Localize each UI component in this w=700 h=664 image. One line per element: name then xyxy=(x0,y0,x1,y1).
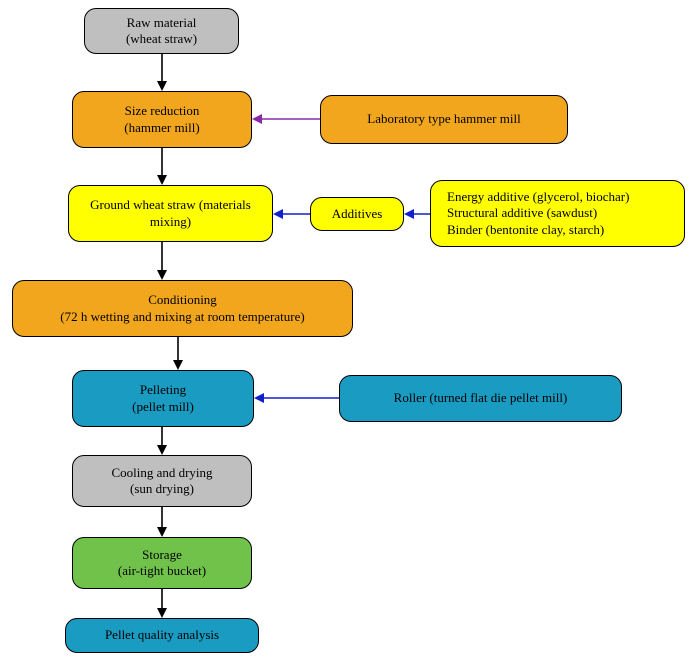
node-additives-list-line: Binder (bentonite clay, starch) xyxy=(447,222,604,238)
node-analysis-line: Pellet quality analysis xyxy=(105,627,219,643)
node-raw-material-line: Raw material xyxy=(127,15,197,31)
node-size-reduction-line: Size reduction xyxy=(125,103,200,119)
node-ground-mix-line: Ground wheat straw (materials xyxy=(90,197,251,213)
node-storage: Storage(air-tight bucket) xyxy=(72,537,252,589)
node-raw-material: Raw material(wheat straw) xyxy=(84,8,239,54)
node-analysis: Pellet quality analysis xyxy=(65,618,259,653)
node-ground-mix: Ground wheat straw (materialsmixing) xyxy=(68,185,273,242)
node-storage-line: (air-tight bucket) xyxy=(118,563,206,579)
node-size-reduction-line: (hammer mill) xyxy=(124,120,199,136)
node-hammer-mill-side-line: Laboratory type hammer mill xyxy=(367,111,520,127)
node-pelleting: Pelleting(pellet mill) xyxy=(72,370,254,427)
node-raw-material-line: (wheat straw) xyxy=(126,31,197,47)
node-pelleting-line: (pellet mill) xyxy=(132,399,194,415)
node-storage-line: Storage xyxy=(142,547,182,563)
node-size-reduction: Size reduction(hammer mill) xyxy=(72,91,252,148)
node-conditioning-line: (72 h wetting and mixing at room tempera… xyxy=(60,309,304,325)
node-additives-line: Additives xyxy=(332,206,383,222)
node-additives-list-line: Energy additive (glycerol, biochar) xyxy=(447,189,629,205)
node-cooling-line: Cooling and drying xyxy=(111,465,212,481)
node-roller: Roller (turned flat die pellet mill) xyxy=(339,375,622,422)
node-pelleting-line: Pelleting xyxy=(140,382,186,398)
node-conditioning-line: Conditioning xyxy=(148,292,217,308)
node-roller-line: Roller (turned flat die pellet mill) xyxy=(394,390,568,406)
node-cooling-line: (sun drying) xyxy=(130,481,194,497)
node-additives: Additives xyxy=(310,197,404,231)
node-cooling: Cooling and drying(sun drying) xyxy=(72,455,252,507)
node-conditioning: Conditioning(72 h wetting and mixing at … xyxy=(12,280,353,337)
node-additives-list: Energy additive (glycerol, biochar)Struc… xyxy=(430,180,685,247)
node-hammer-mill-side: Laboratory type hammer mill xyxy=(320,95,568,144)
node-ground-mix-line: mixing) xyxy=(150,214,191,230)
node-additives-list-line: Structural additive (sawdust) xyxy=(447,205,597,221)
